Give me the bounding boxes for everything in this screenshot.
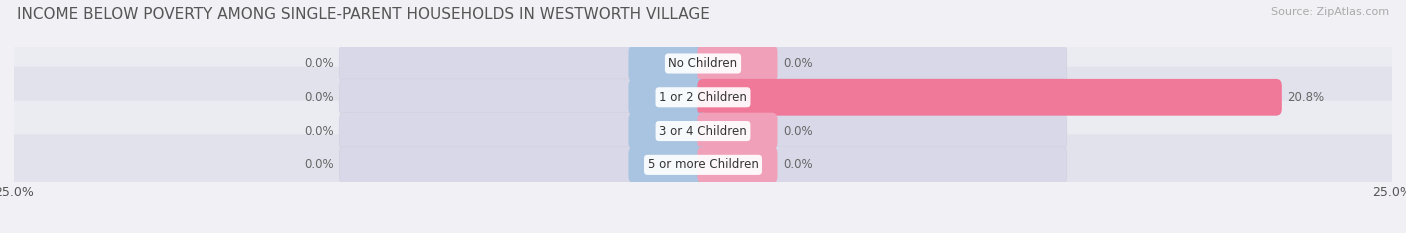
FancyBboxPatch shape [339,113,1067,149]
Text: 0.0%: 0.0% [304,125,333,137]
FancyBboxPatch shape [339,79,1067,116]
FancyBboxPatch shape [3,101,1403,161]
Text: 0.0%: 0.0% [783,57,813,70]
Text: 0.0%: 0.0% [783,125,813,137]
FancyBboxPatch shape [697,79,1282,116]
FancyBboxPatch shape [697,113,778,149]
Text: Source: ZipAtlas.com: Source: ZipAtlas.com [1271,7,1389,17]
FancyBboxPatch shape [339,147,1067,183]
FancyBboxPatch shape [628,147,709,183]
FancyBboxPatch shape [3,67,1403,128]
Text: 0.0%: 0.0% [783,158,813,171]
Text: No Children: No Children [668,57,738,70]
Text: INCOME BELOW POVERTY AMONG SINGLE-PARENT HOUSEHOLDS IN WESTWORTH VILLAGE: INCOME BELOW POVERTY AMONG SINGLE-PARENT… [17,7,710,22]
Text: 0.0%: 0.0% [304,158,333,171]
FancyBboxPatch shape [697,147,778,183]
Text: 1 or 2 Children: 1 or 2 Children [659,91,747,104]
Text: 20.8%: 20.8% [1288,91,1324,104]
FancyBboxPatch shape [3,134,1403,195]
Text: 5 or more Children: 5 or more Children [648,158,758,171]
FancyBboxPatch shape [339,45,1067,82]
FancyBboxPatch shape [697,45,778,82]
FancyBboxPatch shape [628,113,709,149]
Text: 0.0%: 0.0% [304,91,333,104]
FancyBboxPatch shape [628,79,709,116]
FancyBboxPatch shape [628,45,709,82]
Text: 0.0%: 0.0% [304,57,333,70]
Text: 3 or 4 Children: 3 or 4 Children [659,125,747,137]
FancyBboxPatch shape [3,33,1403,94]
